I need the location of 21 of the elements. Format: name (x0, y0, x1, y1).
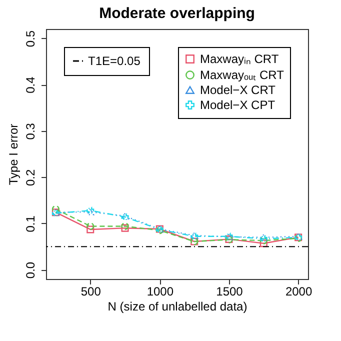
point (86, 222, 94, 230)
point (260, 240, 268, 248)
y-axis-title: Type I error (6, 124, 20, 186)
x-tick-label: 1500 (216, 284, 244, 298)
x-axis-title: N (size of unlabelled data) (108, 300, 248, 314)
y-tick-label: 0.1 (24, 215, 38, 232)
legend-label: Model−X CRT (200, 83, 276, 97)
point (86, 226, 94, 234)
x-tick-label: 500 (80, 284, 102, 298)
y-tick-label: 0.4 (24, 76, 38, 94)
chart-title: Moderate overlapping (99, 5, 255, 22)
legend-label: T1E=0.05 (88, 54, 141, 68)
legend-label: Maxwayᵢₙ CRT (200, 52, 280, 66)
y-tick-label: 0.2 (24, 168, 38, 186)
x-tick-label: 1000 (146, 284, 174, 298)
y-tick-label: 0.5 (24, 30, 38, 48)
legend-label: Model−X CPT (200, 98, 276, 112)
y-tick-label: 0.3 (24, 122, 38, 140)
legend-label: Maxwayₒᵤₜ CRT (200, 68, 285, 82)
x-tick-label: 2000 (285, 284, 312, 298)
y-tick-label: 0.0 (24, 262, 38, 279)
